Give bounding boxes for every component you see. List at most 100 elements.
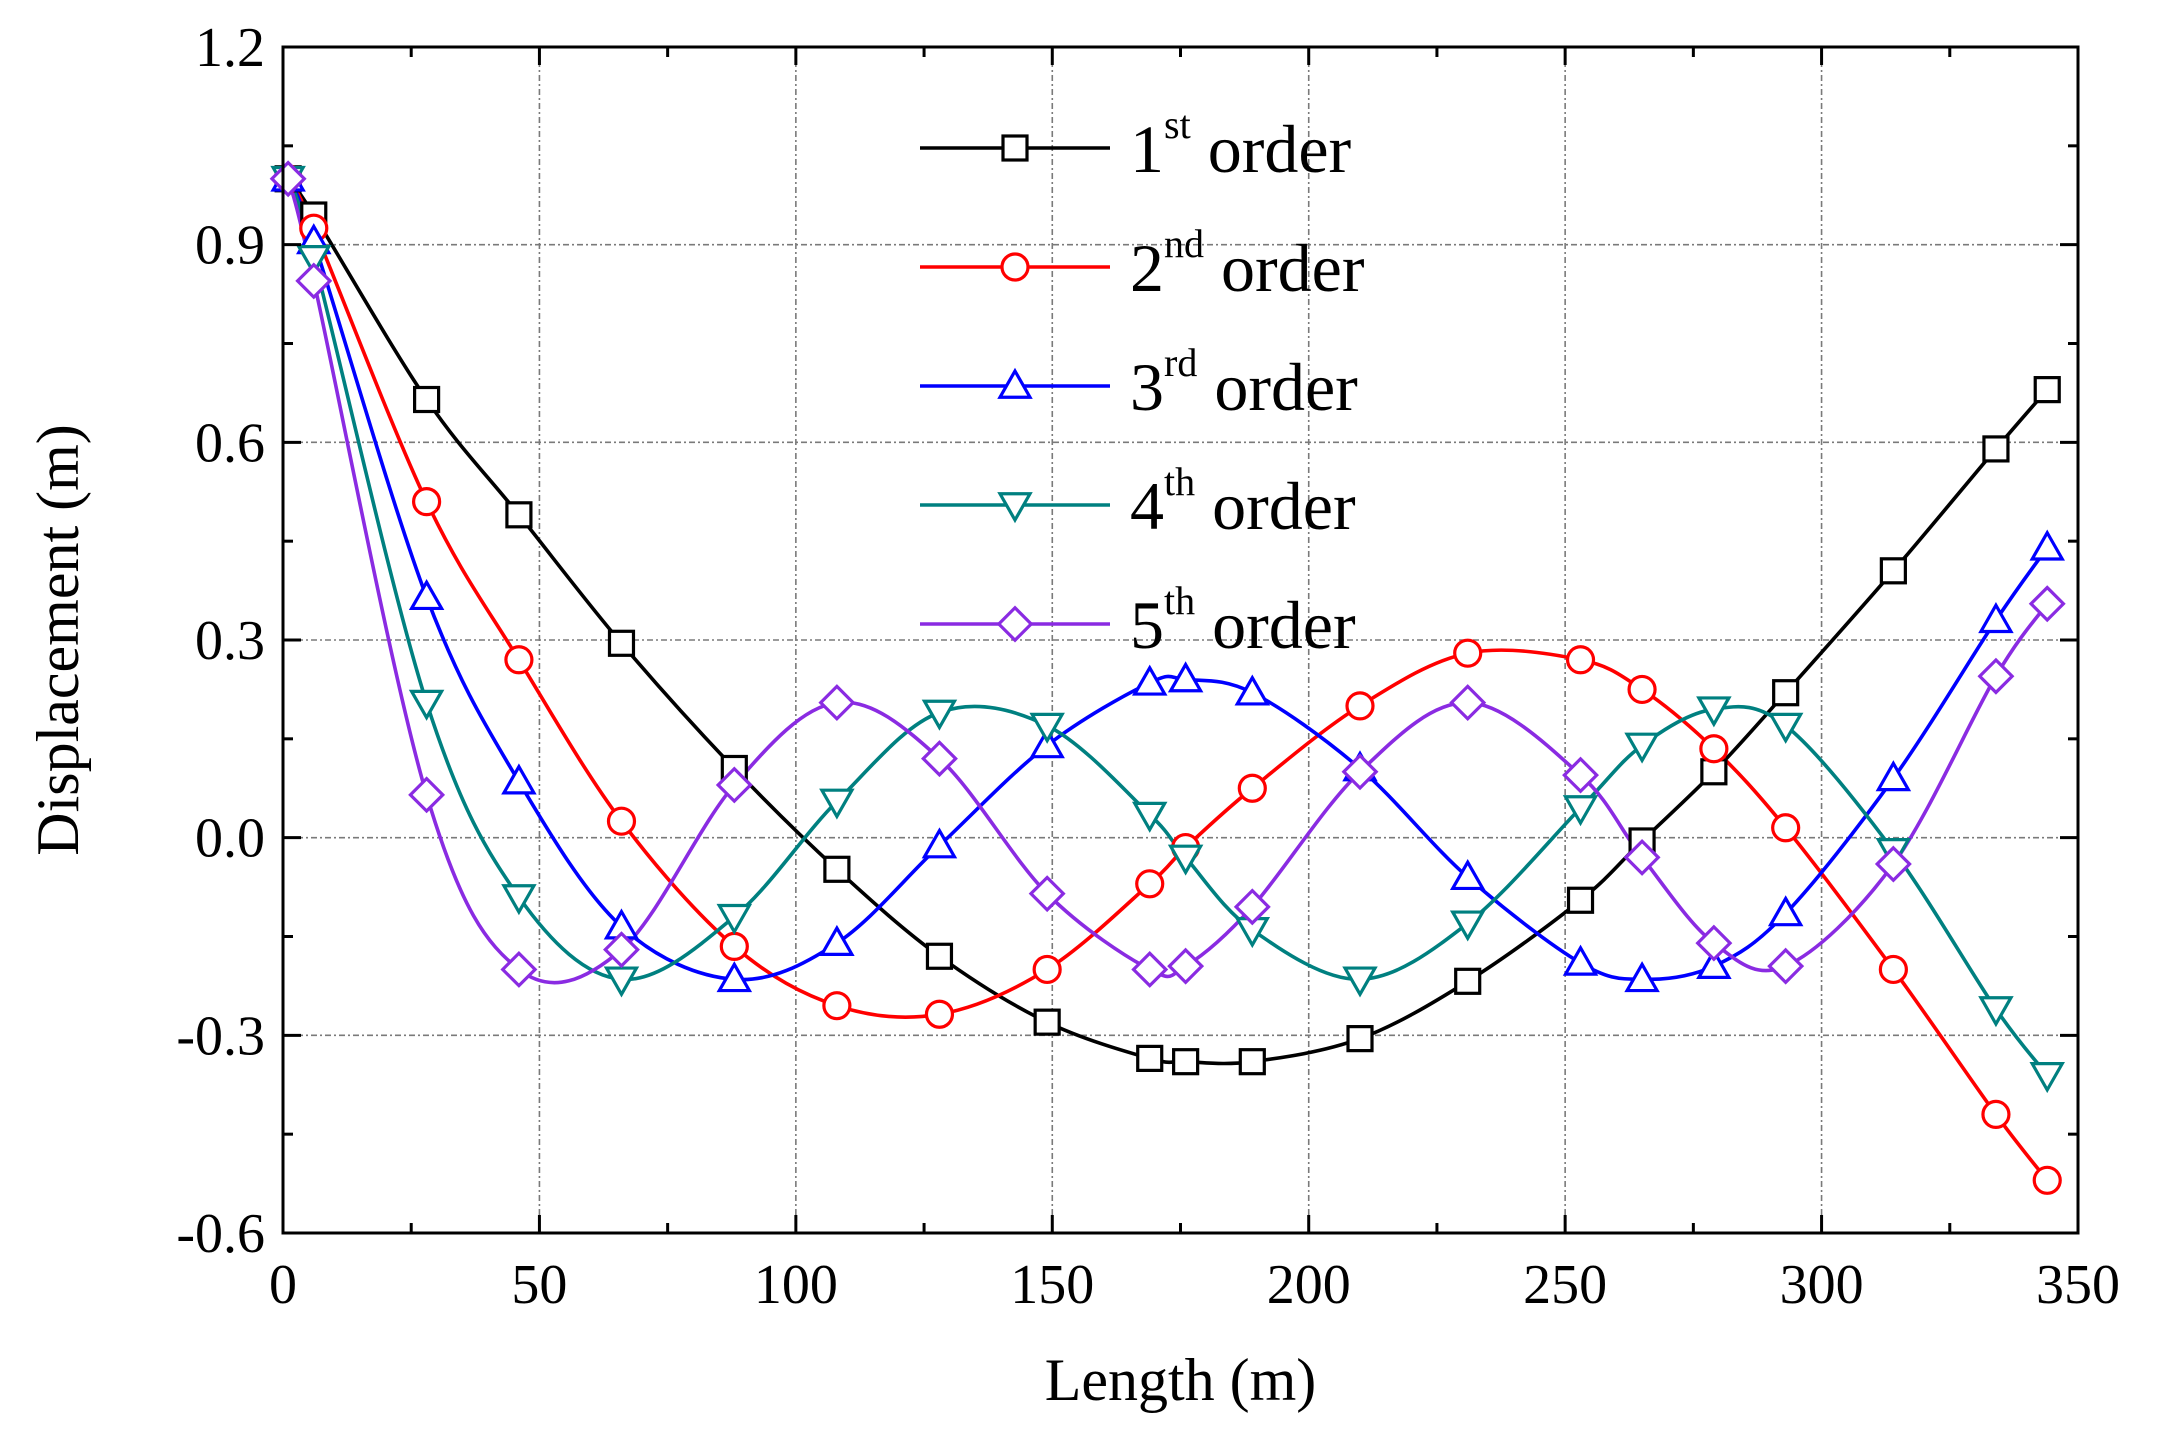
data-point: [505, 501, 533, 529]
data-point: [1875, 760, 1912, 792]
data-point: [607, 629, 636, 657]
x-tick-label: 100: [754, 1254, 838, 1316]
data-point: [1131, 950, 1169, 988]
data-point: [603, 931, 640, 969]
grid: [283, 47, 2078, 1233]
data-point: [1341, 753, 1379, 791]
data-point: [1627, 674, 1657, 705]
legend-entry-1: 1st order: [920, 102, 1352, 187]
data-point: [500, 950, 538, 988]
x-tick-label: 50: [511, 1254, 567, 1316]
y-tick-label: 0.6: [195, 412, 265, 474]
data-point: [501, 884, 537, 916]
data-point: [1874, 845, 1912, 883]
series-line-4: [286, 178, 2049, 1077]
data-point: [719, 931, 749, 961]
data-point: [269, 160, 307, 198]
axis-labels: Length (m) Displacement (m): [25, 424, 1316, 1413]
y-tick-label: -0.6: [176, 1203, 265, 1265]
legend-label: 5th order: [1130, 578, 1356, 663]
data-point: [1981, 1099, 2011, 1130]
data-point: [1449, 684, 1487, 722]
legend-entry-5: 5th order: [920, 578, 1356, 663]
data-point: [1562, 756, 1599, 794]
data-point: [1700, 758, 1728, 786]
data-point: [921, 827, 958, 859]
data-point: [1237, 773, 1267, 803]
y-tick-label: 0.3: [195, 610, 265, 672]
y-tick-label: 0.9: [195, 215, 265, 277]
data-point: [504, 645, 534, 675]
y-tick-label: 0.0: [195, 808, 265, 870]
x-axis-label: Length (m): [1045, 1347, 1317, 1413]
data-point: [819, 788, 855, 820]
data-point: [1562, 944, 1599, 976]
legend-entry-2: 2nd order: [920, 221, 1365, 306]
axis-ticks: 0 50 100 150 200 250 300 350 -0.6 -0.3 0.0 0.3 0.6 0.…: [176, 17, 2120, 1316]
data-point: [822, 991, 852, 1021]
data-point: [1238, 1048, 1266, 1076]
legend-label: 1st order: [1130, 102, 1352, 187]
data-point: [412, 487, 442, 517]
data-point: [296, 244, 332, 277]
data-point: [1233, 888, 1271, 926]
data-point: [716, 903, 753, 935]
legend-label: 3rd order: [1130, 340, 1358, 425]
data-point: [1135, 869, 1165, 899]
data-point: [1453, 638, 1483, 668]
data-point: [1696, 947, 1732, 980]
legend-swatch-marker: [1000, 252, 1030, 282]
data-point: [920, 740, 958, 778]
data-point: [1767, 712, 1804, 744]
data-point: [925, 942, 954, 970]
data-point: [1767, 947, 1805, 985]
y-tick-label: -0.3: [176, 1005, 265, 1067]
data-point: [1131, 801, 1168, 833]
data-point: [924, 999, 955, 1029]
x-tick-label: 200: [1267, 1254, 1351, 1316]
data-point: [818, 684, 856, 722]
data-point: [2029, 1062, 2065, 1094]
data-point: [295, 262, 333, 300]
legend-entry-3: 3rd order: [920, 340, 1358, 425]
data-point: [1449, 910, 1486, 942]
y-tick-label: 1.2: [195, 17, 265, 79]
data-point: [2028, 585, 2066, 623]
data-point: [1624, 732, 1660, 764]
data-point: [1771, 813, 1801, 843]
legend-label: 2nd order: [1130, 221, 1365, 306]
data-point: [413, 385, 441, 414]
data-point: [716, 961, 753, 993]
data-point: [1982, 435, 2010, 463]
data-point: [1767, 895, 1804, 927]
data-point: [1562, 795, 1599, 827]
data-point: [1566, 886, 1595, 914]
x-tick-label: 150: [1010, 1254, 1094, 1316]
legend-swatch-marker: [997, 367, 1033, 399]
x-tick-label: 300: [1780, 1254, 1864, 1316]
data-point: [1623, 838, 1661, 876]
legend-swatch-marker: [1001, 134, 1029, 162]
data-point: [1699, 734, 1729, 764]
y-axis-label: Displacement (m): [25, 424, 91, 856]
data-point: [501, 763, 537, 795]
data-point: [1624, 961, 1660, 993]
series-markers: [269, 160, 2066, 1195]
x-tick-label: 250: [1523, 1254, 1607, 1316]
legend-label: 4th order: [1130, 459, 1356, 544]
data-point: [1565, 645, 1596, 675]
data-point: [606, 806, 637, 836]
series-markers-5: [269, 160, 2066, 988]
data-point: [1167, 844, 1204, 876]
data-point: [408, 776, 446, 814]
data-point: [1772, 679, 1800, 707]
data-point: [1878, 954, 1908, 985]
data-point: [1345, 691, 1375, 721]
legend-swatch-marker: [997, 492, 1033, 524]
data-point: [1136, 1044, 1164, 1072]
data-point: [1033, 1008, 1061, 1036]
data-point: [1449, 858, 1486, 891]
data-point: [1977, 657, 2015, 695]
data-point: [1696, 696, 1732, 728]
